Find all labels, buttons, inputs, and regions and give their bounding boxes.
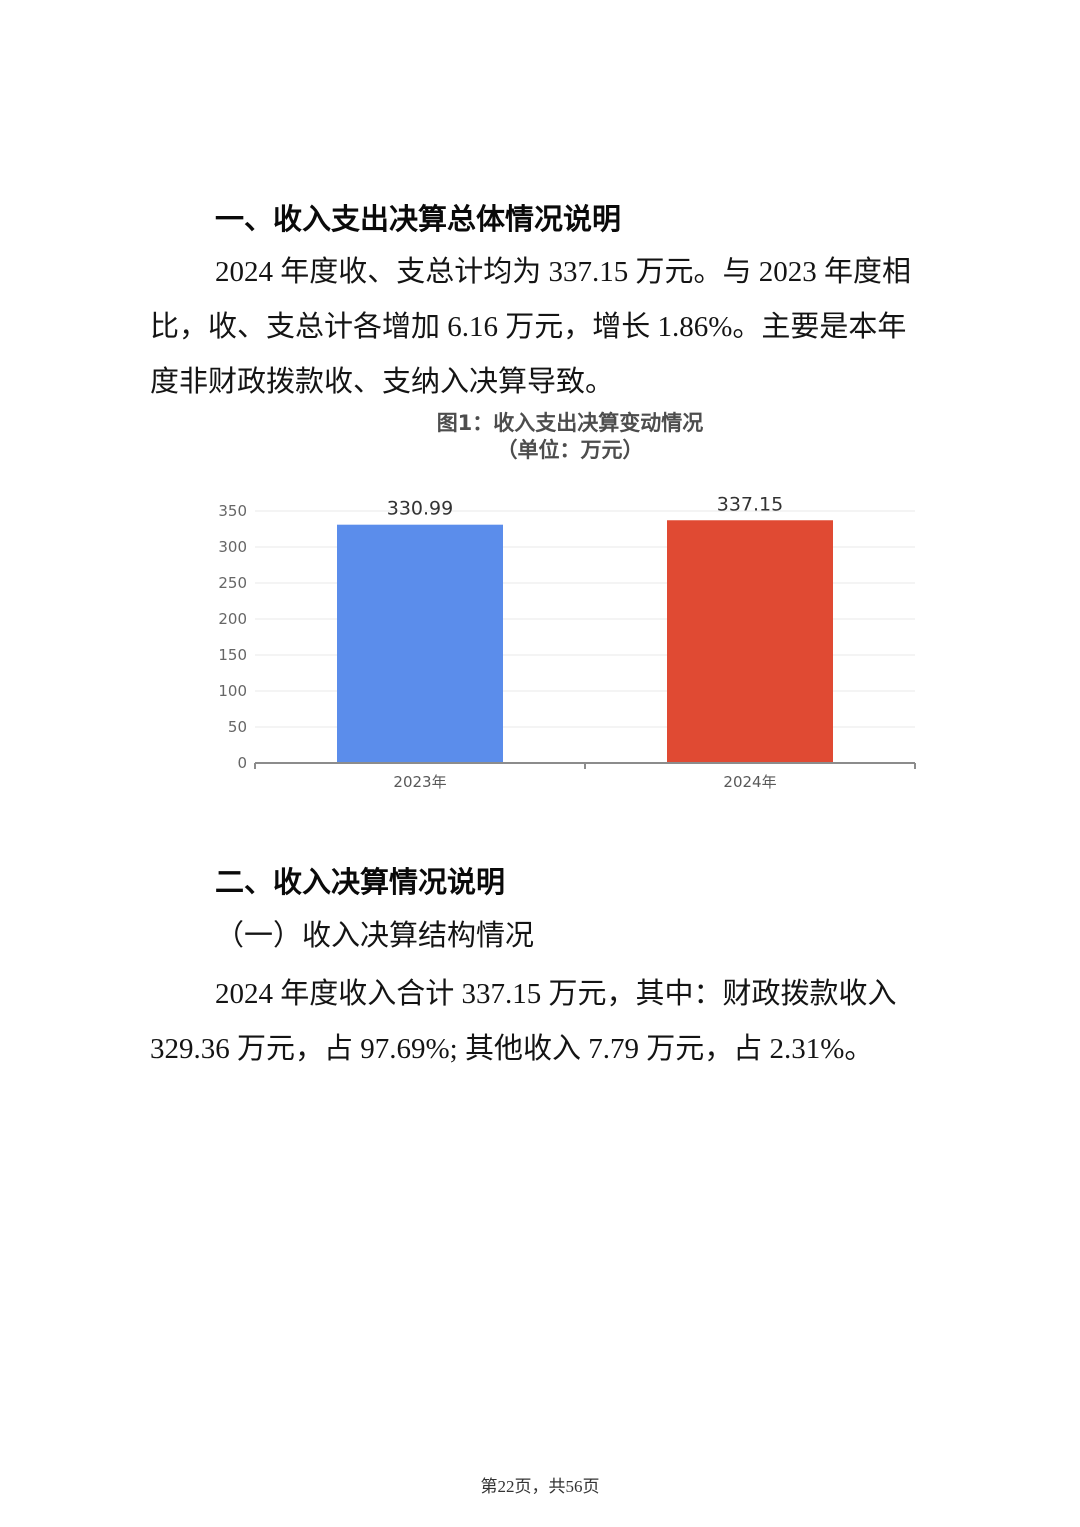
- section2-subheading: （一）收入决算结构情况: [215, 920, 535, 952]
- paragraph-line: 2024 年度收、支总计均为 337.15 万元。与 2023 年度相: [215, 256, 912, 288]
- figure1-chart-block: 图1：收入支出决算变动情况 （单位：万元） 0 50 100 150 200 250 300…: [215, 410, 925, 814]
- section1-heading: 一、收入支出决算总体情况说明: [215, 202, 622, 236]
- paragraph-line: 2024 年度收入合计 337.15 万元，其中：财政拨款收入: [215, 978, 897, 1010]
- y-axis-tick-label: 150: [218, 646, 247, 664]
- bar-2023年: [337, 524, 503, 763]
- y-axis-tick-label: 50: [228, 718, 247, 736]
- y-axis-tick-label: 200: [218, 610, 247, 628]
- bar-value-label: 330.99: [387, 498, 453, 520]
- section2-paragraph: 2024 年度收入合计 337.15 万元，其中：财政拨款收入 329.36 万…: [150, 967, 940, 1077]
- footer-page-number: 第22页，共56页: [480, 1477, 600, 1496]
- y-axis-tick-label: 300: [218, 538, 247, 556]
- y-axis-tick-label: 100: [218, 682, 247, 700]
- bar-2024年: [667, 520, 833, 763]
- y-axis-tick-label: 250: [218, 574, 247, 592]
- y-axis-tick-label: 350: [218, 502, 247, 520]
- section1-paragraph: 2024 年度收、支总计均为 337.15 万元。与 2023 年度相 比，收、…: [150, 245, 940, 410]
- y-axis-tick-label: 0: [237, 754, 247, 772]
- paragraph-line: 度非财政拨款收、支纳入决算导致。: [150, 366, 615, 398]
- section2-heading: 二、收入决算情况说明: [215, 865, 506, 899]
- x-axis-tick-label: 2024年: [723, 773, 776, 791]
- bar-value-label: 337.15: [717, 493, 783, 515]
- chart-unit-subtitle: （单位：万元）: [496, 438, 644, 462]
- chart-title: 图1：收入支出决算变动情况: [436, 411, 704, 435]
- bar-chart: 0 50 100 150 200 250 300 350 330.99 2023年 337.15 20…: [218, 493, 916, 791]
- paragraph-line: 329.36 万元，占 97.69%; 其他收入 7.79 万元，占 2.31%…: [150, 1033, 874, 1065]
- x-axis-tick-label: 2023年: [393, 773, 446, 791]
- paragraph-line: 比，收、支总计各增加 6.16 万元，增长 1.86%。主要是本年: [150, 311, 907, 343]
